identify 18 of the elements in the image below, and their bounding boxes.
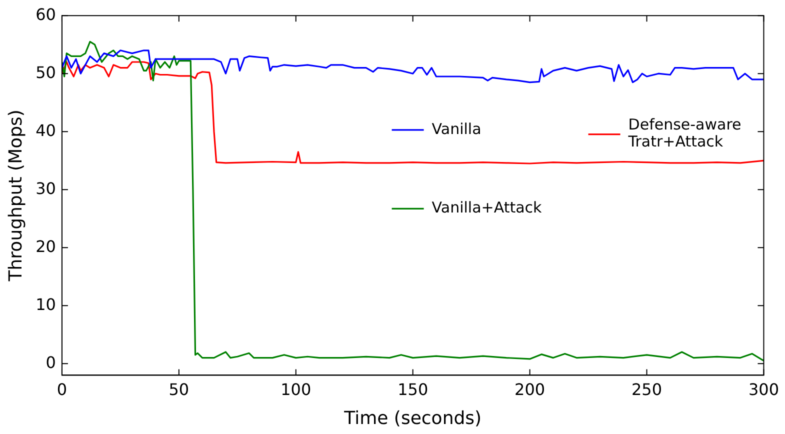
y-tick-label: 40 <box>36 120 56 140</box>
x-axis-title: Time (seconds) <box>343 408 482 429</box>
x-tick-label: 150 <box>398 380 428 399</box>
x-tick-label: 250 <box>631 380 662 399</box>
y-tick-label: 0 <box>46 352 56 372</box>
y-tick-label: 50 <box>36 62 56 82</box>
legend-label: Vanilla <box>432 120 482 138</box>
x-tick-label: 100 <box>280 380 312 399</box>
x-tick-label: 300 <box>748 380 780 399</box>
x-tick-label: 50 <box>168 380 190 399</box>
y-tick-label: 20 <box>36 236 56 256</box>
x-tick-label: 200 <box>514 380 546 399</box>
y-tick-label: 60 <box>36 4 56 24</box>
legend-label: Vanilla+Attack <box>432 198 542 217</box>
y-axis-title: Throughput (Mops) <box>5 110 26 282</box>
legend-label: Defense-aware Tratr+Attack <box>627 116 742 151</box>
y-tick-label: 30 <box>36 178 56 198</box>
y-tick-label: 10 <box>36 294 56 314</box>
